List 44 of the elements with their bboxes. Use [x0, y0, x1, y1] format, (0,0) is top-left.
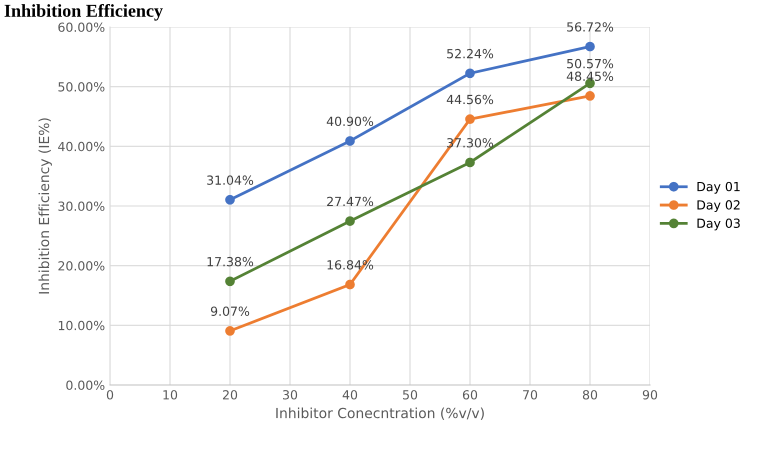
y-axis-title: Inhibition Efficiency (IE%) [38, 118, 52, 294]
x-tick-label: 60 [462, 390, 478, 400]
chart-title: Inhibition Efficiency [4, 4, 163, 21]
data-label: 9.07% [210, 306, 250, 316]
data-label: 50.57% [567, 58, 614, 68]
point [345, 136, 355, 146]
x-tick-label: 10 [163, 390, 178, 400]
point [225, 276, 235, 286]
data-label: 52.24% [447, 48, 494, 58]
data-label: 44.56% [446, 94, 494, 104]
x-tick-label: 0 [106, 390, 114, 400]
y-tick-label: 50.00% [58, 82, 104, 92]
data-label: 40.90% [326, 116, 374, 126]
legend-label: Day 02 [697, 200, 740, 212]
point [465, 68, 475, 78]
data-label: 31.04% [207, 175, 254, 185]
point [345, 216, 355, 226]
point [585, 42, 595, 52]
x-tick-label: 90 [642, 390, 658, 400]
data-label: 56.72% [567, 22, 614, 32]
y-tick-label: 30.00% [58, 201, 104, 211]
data-label: 27.47% [327, 196, 374, 206]
data-label: 17.38% [208, 256, 254, 266]
x-tick-label: 20 [222, 390, 238, 400]
x-tick-label: 70 [523, 390, 538, 400]
point [465, 114, 475, 124]
y-tick-label: 40.00% [58, 142, 104, 152]
point [345, 280, 355, 290]
y-tick-label: 10.00% [58, 320, 104, 330]
point [225, 194, 235, 205]
x-axis-title: Inhibitor Conecntration (%v/v) [276, 408, 484, 420]
x-tick-label: 40 [342, 390, 358, 400]
x-tick-label: 50 [403, 390, 418, 400]
x-tick-label: 80 [582, 390, 598, 400]
y-tick-label: 20.00% [58, 261, 104, 271]
x-tick-label: 30 [283, 390, 298, 400]
y-tick-label: 0.00% [66, 380, 104, 390]
point [225, 326, 235, 336]
point [585, 91, 595, 101]
data-label: 48.45% [566, 72, 614, 81]
legend-label: Day 03 [697, 218, 740, 230]
legend-label: Day 01 [697, 182, 740, 194]
point [465, 158, 475, 168]
y-tick-label: 60.00% [58, 22, 104, 32]
